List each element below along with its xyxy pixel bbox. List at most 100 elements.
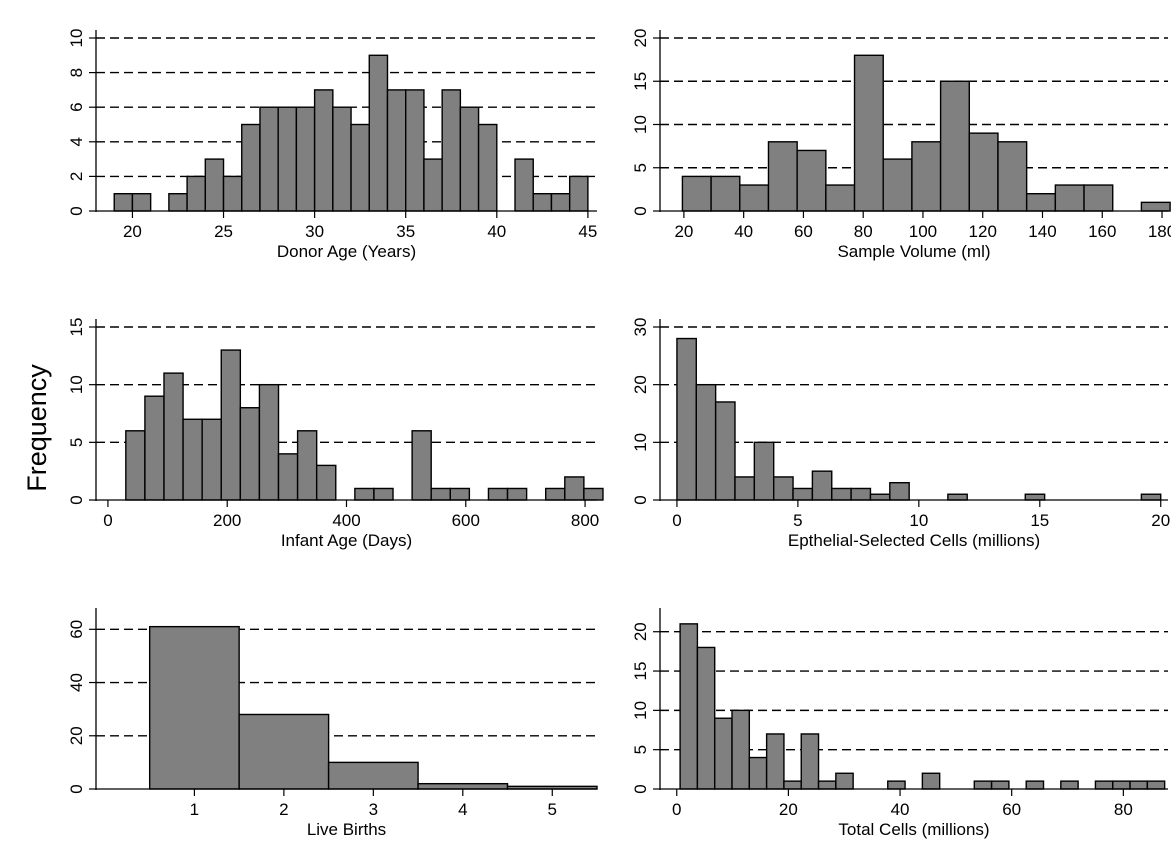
y-tick-label: 20 [631,29,650,48]
histogram-bar [277,453,299,501]
histogram-bar [695,383,717,501]
x-tick-label: 20 [674,222,693,241]
x-tick-label: 100 [909,222,937,241]
histogram-bar [676,337,697,501]
histogram-bar [277,106,298,212]
histogram-bar [220,349,242,501]
x-tick-label: 80 [854,222,873,241]
histogram-bar [681,175,712,212]
y-tick-label: 20 [631,622,650,641]
histogram-bar [1054,184,1085,212]
x-tick-label: 60 [1002,800,1021,819]
histogram-bar [354,487,375,501]
y-tick-label: 0 [631,206,650,215]
histogram-bar [186,175,207,212]
histogram-bar [514,158,534,212]
y-tick-label: 2 [67,172,86,181]
histogram-bar [714,401,736,501]
histogram-bar [1025,780,1045,790]
histogram-bar [239,407,261,501]
x-tick-label: 20 [1151,511,1170,530]
histogram-bar [796,149,827,212]
histogram-bar [201,418,222,501]
y-tick-label: 15 [67,318,86,337]
y-tick-label: 5 [67,438,86,447]
y-tick-label: 40 [67,673,86,692]
y-tick-label: 5 [631,163,650,172]
histogram-bar [550,192,571,212]
x-tick-label: 60 [794,222,813,241]
histogram-bar [1140,201,1171,212]
histogram-bar [850,487,872,501]
histogram-bar [1129,780,1149,790]
histogram-bar [887,780,906,790]
histogram-bar [373,487,394,501]
histogram-bar [765,733,785,790]
histogram-bar [825,184,856,212]
x-tick-label: 30 [305,222,324,241]
x-tick-label: 4 [458,800,467,819]
histogram-bar [968,132,999,212]
y-tick-label: 10 [631,433,650,452]
histogram-bar [767,141,798,212]
histogram-bar [947,493,968,501]
y-tick-label: 15 [631,662,650,681]
x-tick-label: 2 [279,800,288,819]
x-axis-title: Donor Age (Years) [277,242,416,261]
histogram-bar [332,106,352,212]
histogram-bar [125,430,146,501]
y-tick-label: 10 [631,115,650,134]
x-tick-label: 600 [452,511,480,530]
histogram-bar [449,487,471,501]
x-tick-label: 160 [1088,222,1116,241]
histogram-bar [731,709,751,790]
histogram-panel-2: 0 5 10 15 20 20 40 60 80 100 120 140 160 180 Sample Vo… [631,29,1171,261]
x-axis-title: Live Births [307,820,386,839]
histogram-bar [386,89,407,212]
histogram-bar [939,80,970,212]
x-tick-label: 25 [214,222,233,241]
y-tick-label: 10 [631,701,650,720]
histogram-bar [430,487,451,501]
x-tick-label: 1 [190,800,199,819]
histogram-bar [441,89,462,212]
histogram-bar [583,487,604,501]
x-tick-label: 5 [793,511,802,530]
y-tick-label: 30 [631,318,650,337]
histogram-bar [734,476,756,501]
histogram-bar [783,780,802,790]
histogram-bar [423,158,443,212]
histogram-bar [710,175,741,212]
x-axis-title: Sample Volume (ml) [837,242,990,261]
y-tick-label: 10 [67,29,86,48]
histogram-bar [506,487,528,501]
histogram-bar [532,192,553,212]
histogram-bar [911,141,942,212]
x-tick-label: 180 [1148,222,1171,241]
histogram-bar [368,54,389,212]
histogram-bar [990,780,1010,790]
x-tick-label: 45 [578,222,597,241]
histogram-bar [831,487,852,501]
x-tick-label: 5 [548,800,557,819]
histogram-bar [296,430,318,501]
histogram-bar [772,476,794,501]
histogram-bar [350,123,370,212]
x-tick-label: 120 [969,222,997,241]
histogram-bar [131,192,152,212]
histogram-bar [295,106,316,212]
x-tick-label: 800 [571,511,599,530]
histogram-bar [405,89,425,212]
histogram-bar [417,782,509,790]
x-axis-title: Epthelial-Selected Cells (millions) [788,531,1040,550]
x-tick-label: 80 [1114,800,1133,819]
histogram-bar [313,89,334,212]
histogram-bar [163,372,184,501]
y-tick-label: 0 [67,206,86,215]
histogram-bar [882,158,913,212]
histogram-bar [545,487,566,501]
y-tick-label: 0 [67,495,86,504]
x-tick-label: 20 [779,800,798,819]
y-tick-label: 10 [67,375,86,394]
